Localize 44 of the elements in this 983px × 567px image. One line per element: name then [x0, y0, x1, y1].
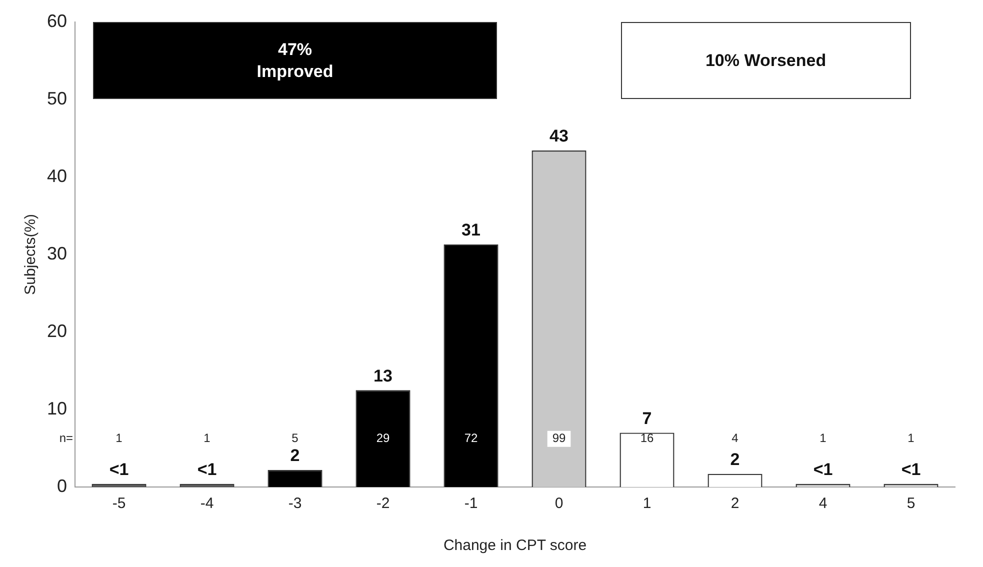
data-label: 43 — [550, 126, 568, 146]
filled-label-box: 47% Improved — [92, 22, 498, 100]
y-tick-label: 10 — [46, 398, 68, 418]
data-label: <1 — [901, 460, 921, 480]
data-label: <1 — [813, 460, 833, 480]
y-tick-label: 20 — [46, 320, 68, 341]
x-tick-label: -1 — [464, 495, 478, 512]
x-tick-label: -2 — [376, 495, 390, 512]
data-label: 2 — [290, 446, 300, 466]
x-tick-label: -5 — [112, 495, 126, 512]
x-tick-label: 4 — [818, 495, 828, 512]
annotation: 72 — [464, 431, 478, 446]
text: n= — [59, 431, 74, 446]
annotation: 4 — [732, 431, 739, 446]
y-axis-title: Subjects(%) — [22, 214, 40, 295]
x-tick-label: 0 — [554, 495, 564, 512]
annotation: 47% Improved — [256, 38, 334, 83]
annotation: 1 — [116, 431, 123, 446]
annotation: 5 — [292, 431, 299, 446]
data-label: 31 — [462, 220, 480, 240]
y-tick-label: 30 — [46, 243, 68, 264]
outlined-label-box: 10% Worsened — [620, 22, 911, 100]
data-label: <1 — [109, 460, 129, 480]
x-tick-label: -3 — [288, 495, 302, 512]
data-label: 7 — [642, 408, 652, 428]
data-label: 2 — [730, 450, 740, 470]
data-label: <1 — [197, 460, 217, 480]
annotation: 10% Worsened — [705, 50, 826, 72]
annotation: 1 — [908, 431, 915, 446]
y-tick-label: 40 — [46, 166, 68, 186]
x-tick-label: 2 — [730, 495, 740, 512]
annotation: 1 — [820, 431, 827, 446]
data-label: 13 — [374, 366, 392, 386]
annotation: 29 — [376, 431, 390, 446]
y-tick-label: 60 — [46, 10, 68, 31]
y-tick-label: 0 — [57, 476, 68, 496]
x-axis-title: Change in CPT score — [443, 537, 587, 554]
x-tick-label: 5 — [906, 495, 916, 512]
x-tick-label: 1 — [642, 495, 652, 512]
annotation: 99 — [552, 431, 566, 446]
annotation: 16 — [640, 431, 654, 446]
x-tick-label: -4 — [200, 495, 214, 512]
annotation: 1 — [204, 431, 211, 446]
y-tick-label: 50 — [46, 88, 68, 108]
